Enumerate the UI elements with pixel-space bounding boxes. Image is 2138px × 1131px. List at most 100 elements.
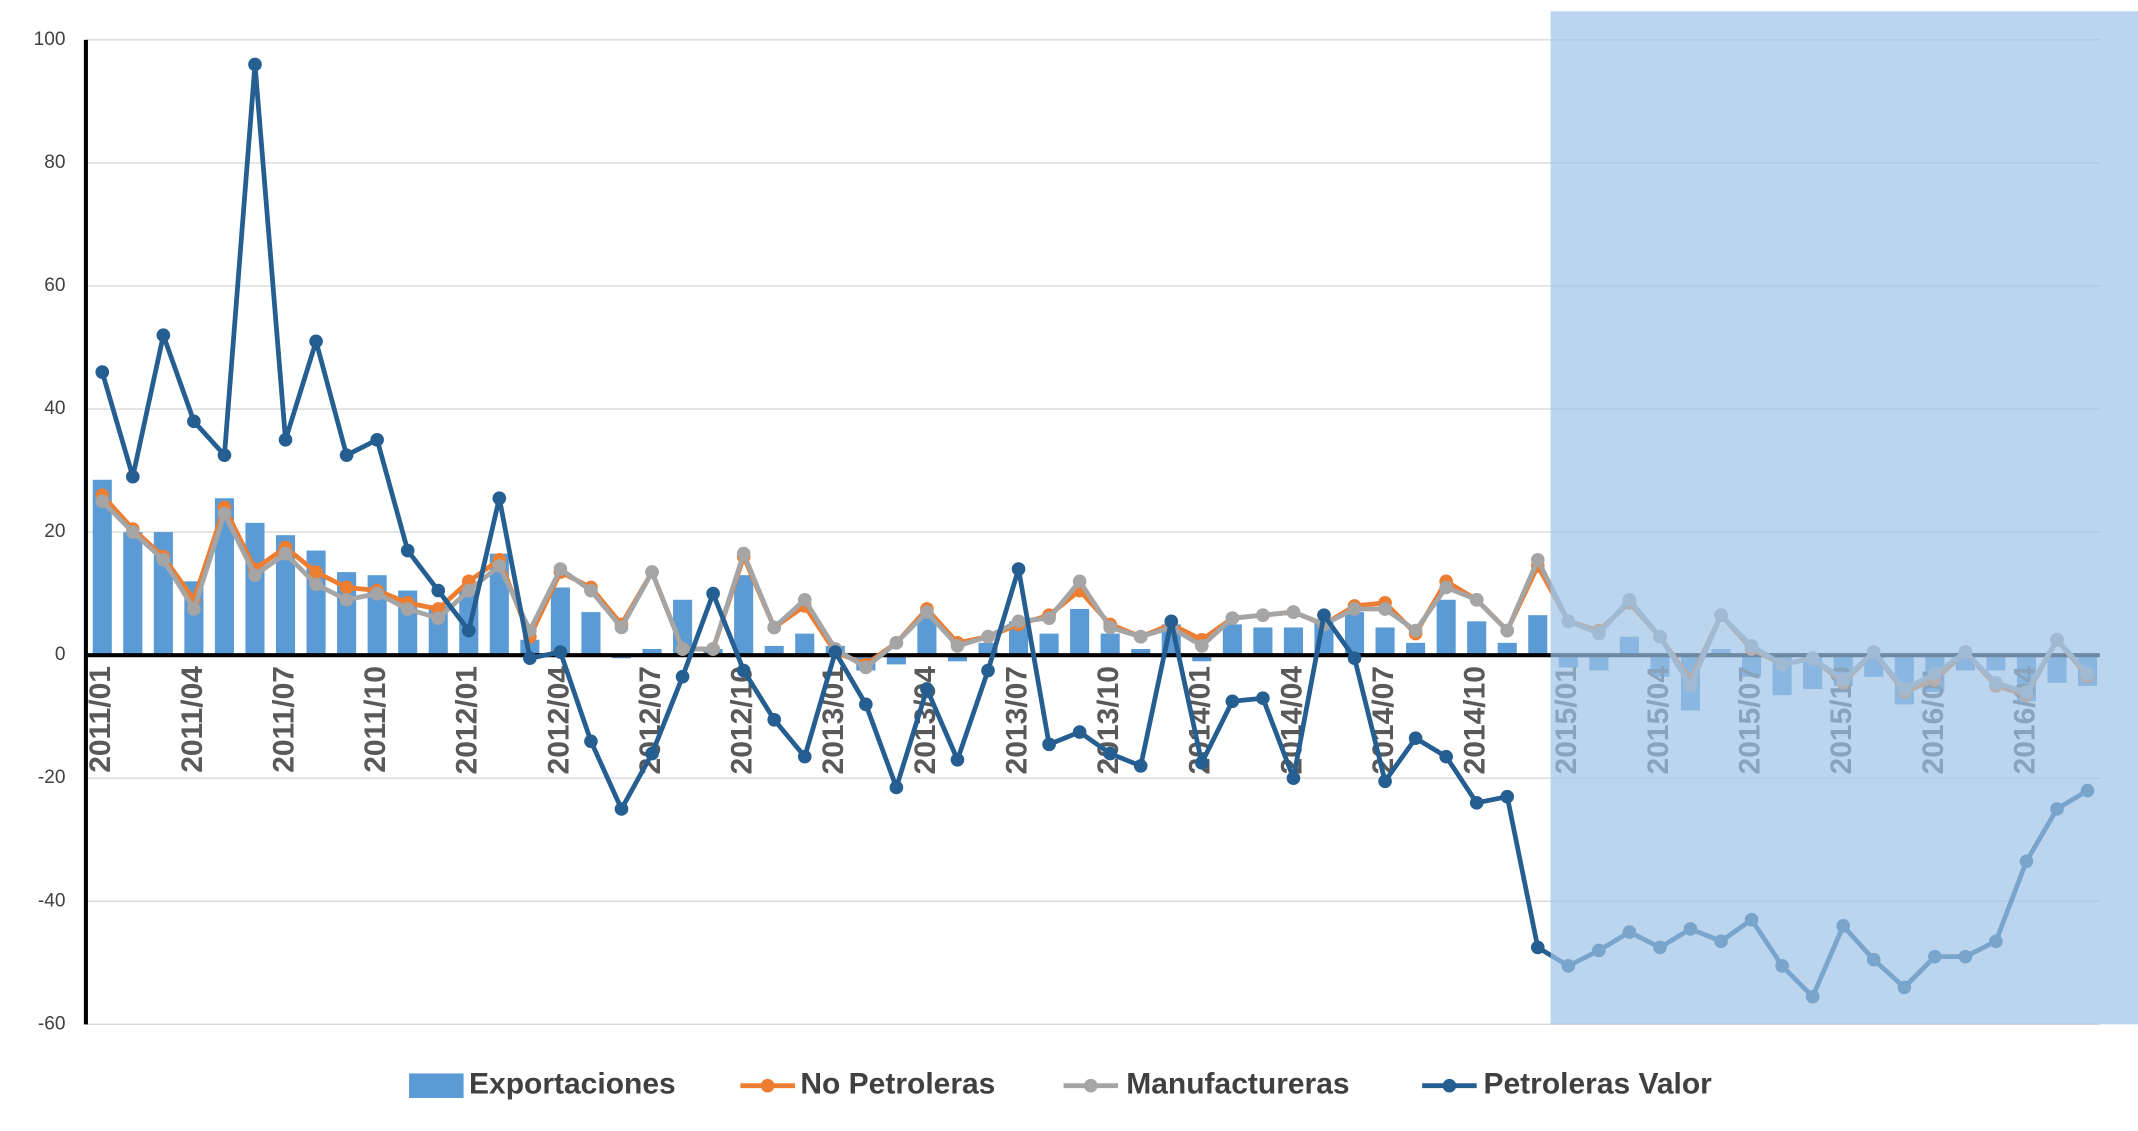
marker [981,629,995,644]
legend-swatch [1083,1078,1098,1093]
bar [1253,627,1273,656]
bar [1406,642,1426,656]
legend-swatch [1442,1078,1457,1093]
bar [1344,612,1365,656]
marker [339,592,354,607]
marker [248,568,262,582]
marker [797,592,812,607]
marker [1011,614,1026,629]
bar [1436,599,1456,656]
marker [400,543,415,558]
marker [1439,749,1453,764]
bar [1497,642,1517,656]
marker [981,663,995,678]
marker [736,663,751,678]
marker [859,697,873,712]
marker [248,57,262,72]
bar [581,612,601,656]
y-tick-label: -60 [38,1013,66,1034]
legend-swatch [409,1073,464,1098]
marker [217,448,232,463]
marker [950,639,965,653]
marker [889,636,904,650]
bar [795,633,815,656]
x-tick-label: 2011/04 [176,666,209,773]
x-tick-label: 2014/07 [1367,666,1400,774]
bar [947,655,968,662]
legend-label: No Petroleras [800,1068,995,1101]
marker [1194,756,1209,770]
bar [214,498,234,656]
bar [886,655,906,665]
marker [461,623,476,638]
y-tick-label: -40 [38,890,66,911]
marker [767,712,782,727]
marker [156,328,171,343]
marker [675,669,690,684]
bar [1070,609,1090,656]
marker [400,602,415,616]
marker [950,752,965,767]
legend-label: Manufactureras [1126,1068,1349,1101]
marker [1408,623,1423,638]
marker [645,746,659,761]
bar [642,648,662,656]
bar [92,479,112,656]
bar [1283,627,1303,656]
marker [1256,691,1270,706]
marker [1103,620,1117,635]
marker [645,565,659,579]
marker [1072,725,1087,739]
marker [1164,614,1179,629]
bar [123,532,143,656]
marker [1317,608,1331,622]
marker [1072,574,1087,589]
marker [461,583,476,598]
y-tick-label: 100 [34,29,66,50]
marker [767,620,782,635]
y-tick-label: -20 [38,767,66,788]
marker [1469,592,1484,607]
marker [1378,774,1392,789]
x-tick-label: 2012/01 [451,666,484,774]
bar [245,522,265,656]
bar [1131,648,1151,656]
bar [1009,621,1029,656]
marker [797,749,812,764]
bar [1467,621,1487,656]
marker [1500,789,1515,804]
marker [889,780,904,795]
marker [1286,605,1301,619]
marker [370,432,384,447]
marker [309,577,323,592]
bar [337,572,357,656]
marker [1408,731,1423,746]
x-tick-label: 2013/01 [817,666,850,774]
marker [95,365,110,379]
marker [828,645,843,659]
marker [339,448,354,463]
legend-label: Exportaciones [469,1068,676,1101]
marker [1347,602,1362,616]
marker [1347,651,1362,666]
marker [492,491,507,506]
marker [278,546,293,561]
bar [275,535,296,656]
marker [1194,639,1209,653]
bar [1100,633,1120,656]
marker [1103,746,1117,761]
marker [1011,562,1026,576]
marker [492,559,507,573]
bar [1039,633,1059,656]
marker [125,469,140,484]
bar [734,575,754,656]
bar [1375,627,1395,656]
bar [1528,615,1548,656]
marker [339,580,354,595]
marker [706,586,720,601]
marker [920,682,934,696]
marker [431,611,446,626]
y-tick-label: 80 [44,152,65,173]
marker [584,734,598,749]
